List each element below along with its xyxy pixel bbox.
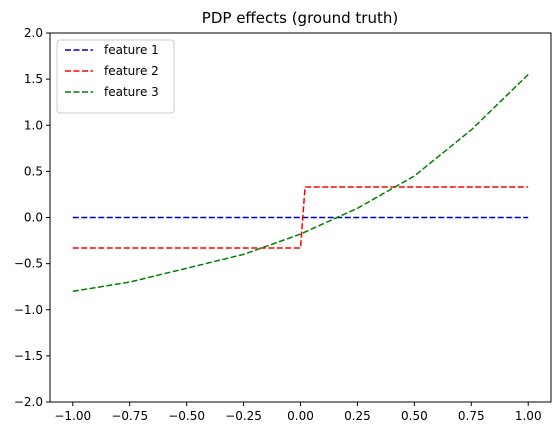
y-tick-label: 0.0 — [24, 211, 43, 225]
y-tick-label: −1.0 — [14, 303, 43, 317]
x-tick-label: −0.50 — [168, 409, 205, 423]
chart-title: PDP effects (ground truth) — [202, 9, 398, 27]
legend: feature 1 feature 2 feature 3 — [56, 39, 175, 114]
x-tick-label: 0.50 — [401, 409, 428, 423]
y-tick-label: 2.0 — [24, 26, 43, 40]
x-tick-label: −0.25 — [225, 409, 262, 423]
x-tick-label: −1.00 — [54, 409, 91, 423]
y-tick-label: −2.0 — [14, 395, 43, 409]
y-tick-label: 0.5 — [24, 164, 43, 178]
x-tick-label: 0.25 — [344, 409, 371, 423]
legend-box — [56, 39, 175, 114]
y-tick-label: −0.5 — [14, 257, 43, 271]
y-tick-label: −1.5 — [14, 349, 43, 363]
legend-label-3: feature 3 — [104, 85, 159, 99]
x-tick-label: 0.00 — [287, 409, 314, 423]
legend-label-2: feature 2 — [104, 64, 159, 78]
y-tick-label: 1.0 — [24, 118, 43, 132]
series-line-3 — [72, 73, 529, 293]
x-tick-label: −0.75 — [111, 409, 148, 423]
y-tick-label: 1.5 — [24, 72, 43, 86]
x-tick-label: 0.75 — [458, 409, 485, 423]
series-layer — [72, 73, 529, 293]
x-tick-label: 1.00 — [515, 409, 542, 423]
series-line-2 — [72, 186, 529, 249]
legend-label-1: feature 1 — [104, 43, 159, 57]
y-axis: −2.0 −1.5 −1.0 −0.5 0.0 0.5 1.0 1.5 2.0 — [14, 26, 50, 409]
x-axis: −1.00 −0.75 −0.50 −0.25 0.00 0.25 0.50 0.75 1.00 — [54, 402, 542, 423]
